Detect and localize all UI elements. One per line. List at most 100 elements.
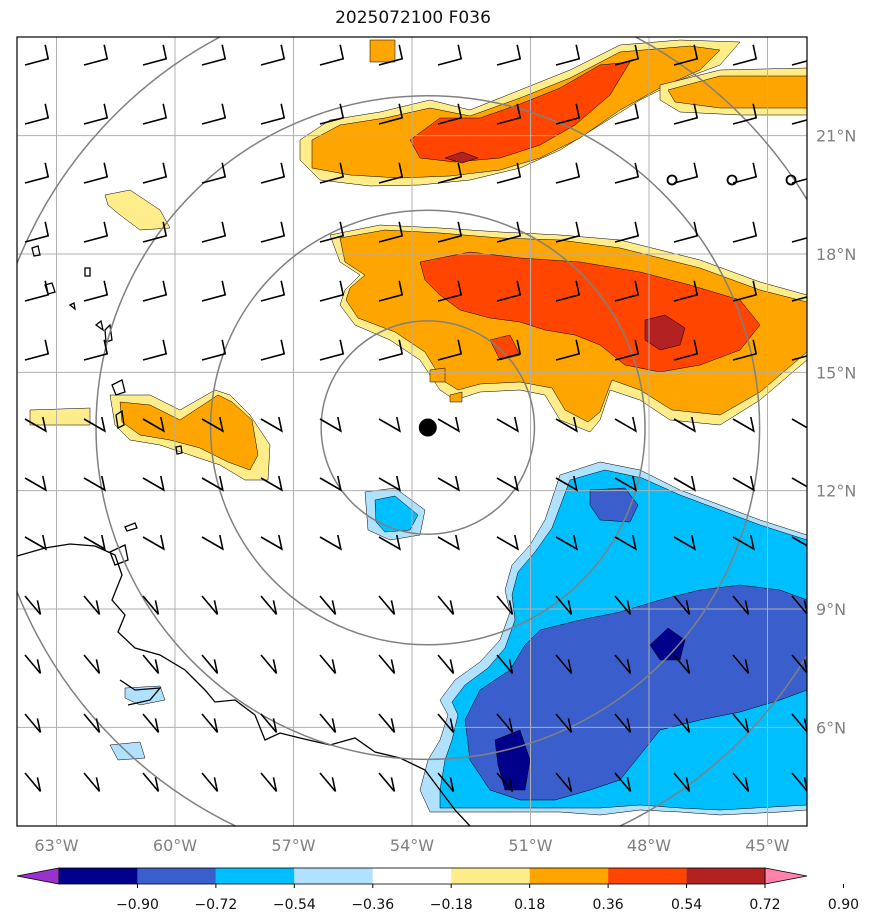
wind-barb: [496, 162, 522, 184]
latitude-tick-label: 21°N: [816, 127, 856, 146]
orange-dot-1: [429, 367, 446, 383]
wind-barb: [319, 162, 345, 184]
wind-barb: [319, 339, 345, 361]
range-ring: [320, 320, 536, 535]
wind-barb: [378, 713, 396, 733]
wind-barb: [83, 416, 106, 433]
wind-barb: [319, 475, 342, 492]
navy-patch-2: [494, 729, 531, 791]
wind-barb: [791, 355, 807, 361]
latitude-tick-label: 6°N: [816, 718, 846, 737]
coastline: [17, 245, 471, 826]
colorbar-segment: [215, 868, 295, 884]
wind-barb: [201, 280, 227, 302]
darkred-patch-central: [644, 314, 686, 351]
wind-barb: [614, 103, 640, 125]
wind-barb: [83, 772, 101, 792]
wind-barb: [732, 713, 750, 733]
wind-barb: [260, 416, 283, 433]
colorbar-tick-label: 0.72: [749, 897, 780, 913]
wind-barb: [555, 595, 573, 615]
colorbar-tick-label: −0.54: [273, 897, 316, 913]
wind-barb: [378, 416, 401, 433]
latitude-tick-label: 15°N: [816, 363, 856, 382]
colorbar-segment: [294, 868, 373, 884]
wind-barb: [496, 44, 522, 66]
wind-barb: [260, 772, 278, 792]
latitude-tick-label: 12°N: [816, 482, 856, 501]
wind-barb: [673, 339, 699, 361]
colorbar-segment: [529, 868, 609, 884]
wind-barb: [378, 280, 404, 302]
lightblue-patch-sw2: [109, 741, 146, 761]
wind-barb: [142, 339, 168, 361]
wind-barb: [319, 44, 345, 66]
lightblue-patch-sw1: [124, 685, 166, 706]
wind-barb: [24, 534, 47, 551]
longitude-tick-label: 57°W: [271, 836, 315, 855]
wind-barb: [201, 416, 224, 433]
wind-barb: [437, 534, 460, 551]
latitude-tick-label: 9°N: [816, 600, 846, 619]
wind-barb: [260, 713, 278, 733]
wind-barb: [24, 416, 47, 433]
wind-barb: [378, 339, 404, 361]
wind-barb: [555, 475, 578, 492]
wind-barb: [614, 534, 637, 551]
wind-barb: [201, 595, 219, 615]
colorbar-outline: [58, 867, 766, 885]
wind-barb: [142, 416, 165, 433]
tobago-coast: [124, 522, 138, 532]
leeward-islands-coast: [31, 245, 91, 311]
wind-barb: [83, 103, 109, 125]
wind-barb: [437, 772, 455, 792]
wind-barb: [732, 475, 755, 492]
wind-barb: [614, 162, 640, 184]
wind-barb: [319, 103, 345, 125]
wind-barb: [555, 416, 578, 433]
colorbar-tick-label: 0.36: [593, 897, 624, 913]
wind-barb: [201, 221, 227, 243]
wind-barb: [673, 103, 699, 125]
wind-barb: [142, 534, 165, 551]
colorbar-tick-label: 0.90: [828, 897, 859, 913]
wind-barb: [496, 475, 519, 492]
barbados-coast: [175, 445, 183, 455]
wind-barb: [83, 713, 101, 733]
wind-barb: [614, 654, 632, 674]
wind-barb: [142, 772, 160, 792]
orinoco-delta-coast: [119, 679, 162, 706]
colorbar-segment: [608, 868, 687, 884]
wind-barb: [614, 339, 640, 361]
wind-barb: [732, 595, 750, 615]
wind-barb: [201, 654, 219, 674]
wind-barb: [83, 534, 106, 551]
orange-patch-top: [369, 39, 396, 63]
yellow-patch-nw: [104, 189, 171, 231]
wind-barb: [732, 44, 758, 66]
wind-barb: [496, 221, 522, 243]
colorbar-extend-max: [764, 867, 808, 885]
range-ring: [209, 209, 646, 646]
wind-barb: [555, 339, 581, 361]
colorbar: −0.90 −0.72 −0.54 −0.36 −0.18 0.18 0.36 0.54 0.7…: [16, 867, 859, 913]
wind-barb: [555, 534, 578, 551]
colorbar-segment: [137, 868, 216, 884]
wind-barb: [378, 534, 401, 551]
blue-band-south: [464, 584, 807, 801]
wind-barb: [791, 713, 807, 733]
wind-barb: [260, 339, 286, 361]
wind-barb: [791, 237, 807, 243]
wind-barb: [319, 595, 337, 615]
colorbar-tick-label: 0.18: [514, 897, 545, 913]
wind-barb: [24, 339, 50, 361]
wind-barb: [673, 221, 699, 243]
wind-barb: [201, 339, 227, 361]
wind-barb: [437, 339, 463, 361]
wind-barb: [201, 475, 224, 492]
wind-barb: [496, 713, 514, 733]
wind-barb: [142, 103, 168, 125]
colorbar-segment: [451, 868, 530, 884]
wind-barb: [201, 772, 219, 792]
